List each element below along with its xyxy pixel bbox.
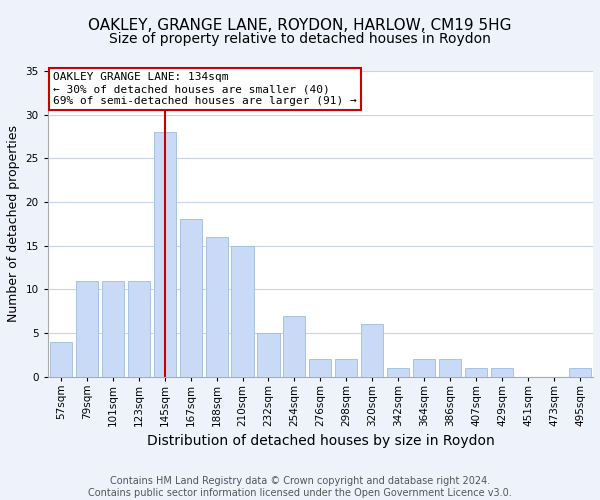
Bar	[179, 220, 202, 376]
Y-axis label: Number of detached properties: Number of detached properties	[7, 126, 20, 322]
Text: OAKLEY, GRANGE LANE, ROYDON, HARLOW, CM19 5HG: OAKLEY, GRANGE LANE, ROYDON, HARLOW, CM1…	[88, 18, 512, 32]
Bar	[257, 333, 280, 376]
Bar	[491, 368, 513, 376]
Bar	[206, 237, 227, 376]
Bar	[101, 280, 124, 376]
Bar	[50, 342, 72, 376]
Bar	[310, 359, 331, 376]
Text: Size of property relative to detached houses in Roydon: Size of property relative to detached ho…	[109, 32, 491, 46]
X-axis label: Distribution of detached houses by size in Roydon: Distribution of detached houses by size …	[146, 434, 494, 448]
Bar	[439, 359, 461, 376]
Bar	[232, 246, 254, 376]
Text: OAKLEY GRANGE LANE: 134sqm
← 30% of detached houses are smaller (40)
69% of semi: OAKLEY GRANGE LANE: 134sqm ← 30% of deta…	[53, 72, 357, 106]
Text: Contains HM Land Registry data © Crown copyright and database right 2024.
Contai: Contains HM Land Registry data © Crown c…	[88, 476, 512, 498]
Bar	[335, 359, 358, 376]
Bar	[76, 280, 98, 376]
Bar	[465, 368, 487, 376]
Bar	[413, 359, 436, 376]
Bar	[283, 316, 305, 376]
Bar	[387, 368, 409, 376]
Bar	[361, 324, 383, 376]
Bar	[128, 280, 149, 376]
Bar	[569, 368, 591, 376]
Bar	[154, 132, 176, 376]
